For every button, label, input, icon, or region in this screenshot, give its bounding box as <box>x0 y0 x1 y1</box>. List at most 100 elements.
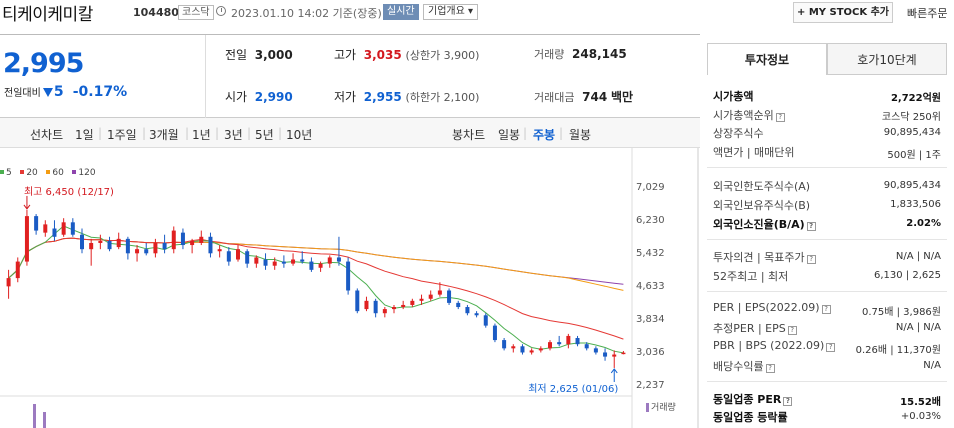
candle-body <box>603 352 608 357</box>
candle-body <box>511 346 516 349</box>
candle-body <box>80 234 84 250</box>
market-cap-rank-label[interactable]: 시가총액순위? <box>713 107 785 123</box>
pbr-label[interactable]: PBR | BPS (2022.09)? <box>713 339 836 352</box>
candle-body <box>226 251 231 262</box>
candle-body <box>447 290 452 303</box>
est-per-label[interactable]: 추정PER | EPS? <box>713 320 797 336</box>
candle-body <box>548 342 552 349</box>
period-5y[interactable]: 5년 <box>255 128 274 142</box>
period-3y[interactable]: 3년 <box>224 128 243 142</box>
candle-body <box>401 304 406 308</box>
candle-weekly[interactable]: 주봉 <box>533 128 556 142</box>
stock-header: 티케이케미칼 104480 코스닥 2023.01.10 14:02 기준(장중… <box>0 0 954 25</box>
company-overview-dropdown[interactable]: 기업개요 ▾ <box>423 4 479 20</box>
volume-axis-label: 거래량 <box>651 401 676 413</box>
candle-body <box>346 261 351 291</box>
candle-body <box>153 242 158 254</box>
ma-legend: 5 20 60 120 <box>0 168 96 178</box>
candle-body <box>483 315 488 326</box>
line-chart-label: 선차트 <box>30 128 64 142</box>
dividend-label[interactable]: 배당수익률? <box>713 358 775 374</box>
industry-per-label[interactable]: 동일업종 PER? <box>713 391 793 407</box>
company-overview-label: 기업개요 <box>428 6 465 17</box>
divider <box>707 381 947 382</box>
candle-body <box>419 298 424 301</box>
legend-ma5: 5 <box>0 168 12 178</box>
tab-order-book[interactable]: 호가10단계 <box>827 43 947 75</box>
candle-daily[interactable]: 일봉 <box>498 128 521 142</box>
candle-body <box>254 257 259 264</box>
foreign-hold-label: 외국인보유주식수(B) <box>713 199 811 212</box>
foreign-ratio-label[interactable]: 외국인소진율(B/A)? <box>713 216 816 232</box>
divider <box>205 35 206 119</box>
candle-body <box>70 222 75 235</box>
price-chart[interactable]: 7,029 6,230 5,432 4,633 3,834 3,036 2,237 거래량 최고… <box>0 148 700 428</box>
candle-body <box>538 348 543 351</box>
prev-close: 전일 3,000 <box>225 48 293 62</box>
quote-datetime: 2023.01.10 14:02 기준(장중) <box>231 7 382 20</box>
market-cap-value: 2,722억원 <box>890 93 941 104</box>
candle-body <box>309 261 314 270</box>
candle-body <box>584 344 589 349</box>
candle-body <box>245 251 250 264</box>
dividend-value: N/A <box>923 360 941 371</box>
current-price: 2,995 <box>3 48 84 79</box>
foreign-limit-label: 외국인한도주식수(A) <box>713 180 811 193</box>
candle-body <box>144 249 149 254</box>
trade-amount: 거래대금 744 백만 <box>534 90 634 104</box>
legend-ma120: 120 <box>72 168 96 178</box>
candle-body <box>236 249 240 260</box>
quick-order-link[interactable]: 빠른주문 <box>907 7 948 20</box>
candle-body <box>382 309 387 314</box>
down-arrow-icon <box>42 88 53 97</box>
volume-bar <box>33 404 36 428</box>
market-cap-label: 시가총액 <box>713 90 754 103</box>
period-10y[interactable]: 10년 <box>286 128 313 142</box>
candle-body <box>392 307 396 310</box>
period-1d[interactable]: 1일 <box>75 128 94 142</box>
candle-body <box>208 236 213 254</box>
candle-body <box>612 354 617 357</box>
candle-body <box>410 300 415 305</box>
listed-shares-value: 90,895,434 <box>883 127 941 138</box>
high-price: 고가 3,035 (상한가 3,900) <box>334 48 480 62</box>
add-mystock-button[interactable]: + MY STOCK 추가 <box>793 2 893 23</box>
candle-body <box>171 230 176 250</box>
realtime-button[interactable]: 실시간 <box>383 4 419 20</box>
foreign-limit-value: 90,895,434 <box>883 180 941 191</box>
low-arrow-icon <box>610 368 618 374</box>
candle-body <box>621 352 626 355</box>
open-price: 시가 2,990 <box>225 90 293 104</box>
period-3m[interactable]: 3개월 <box>149 128 179 142</box>
industry-rate-value: +0.03% <box>900 411 941 422</box>
candle-monthly[interactable]: 월봉 <box>569 128 592 142</box>
candle-body <box>34 216 39 231</box>
per-label[interactable]: PER | EPS(2022.09)? <box>713 301 831 314</box>
market-badge: 코스닥 <box>178 5 214 20</box>
face-value-label: 액면가 | 매매단위 <box>713 146 795 159</box>
candle-body <box>474 313 479 316</box>
clock-icon <box>216 6 226 16</box>
period-toolbar: 선차트 1일 | 1주일 | 3개월 | 1년 | 3년 | 5년 | 10년 … <box>0 118 700 148</box>
candle-body <box>355 290 360 312</box>
candle-body <box>135 249 140 254</box>
help-icon: ? <box>787 326 797 335</box>
face-value-value: 500원 | 1주 <box>887 150 941 161</box>
tab-investment-info[interactable]: 투자정보 <box>707 43 827 75</box>
volume: 거래량 248,145 <box>534 47 627 61</box>
period-1w[interactable]: 1주일 <box>107 128 137 142</box>
help-icon: ? <box>826 343 836 352</box>
y-tick-label: 4,633 <box>636 281 665 292</box>
candle-body <box>456 302 461 308</box>
period-1y[interactable]: 1년 <box>192 128 211 142</box>
help-icon: ? <box>821 305 831 314</box>
opinion-label[interactable]: 투자의견 | 목표주가? <box>713 249 816 265</box>
y-tick-label: 2,237 <box>636 380 665 391</box>
legend-ma60: 60 <box>46 168 64 178</box>
info-tabs: 투자정보 호가10단계 <box>707 43 947 75</box>
candle-body <box>272 261 277 266</box>
industry-rate-label: 동일업종 등락률 <box>713 411 788 424</box>
candle-body <box>281 261 286 264</box>
industry-per-value: 15.52배 <box>900 397 941 408</box>
candle-body <box>61 222 66 235</box>
